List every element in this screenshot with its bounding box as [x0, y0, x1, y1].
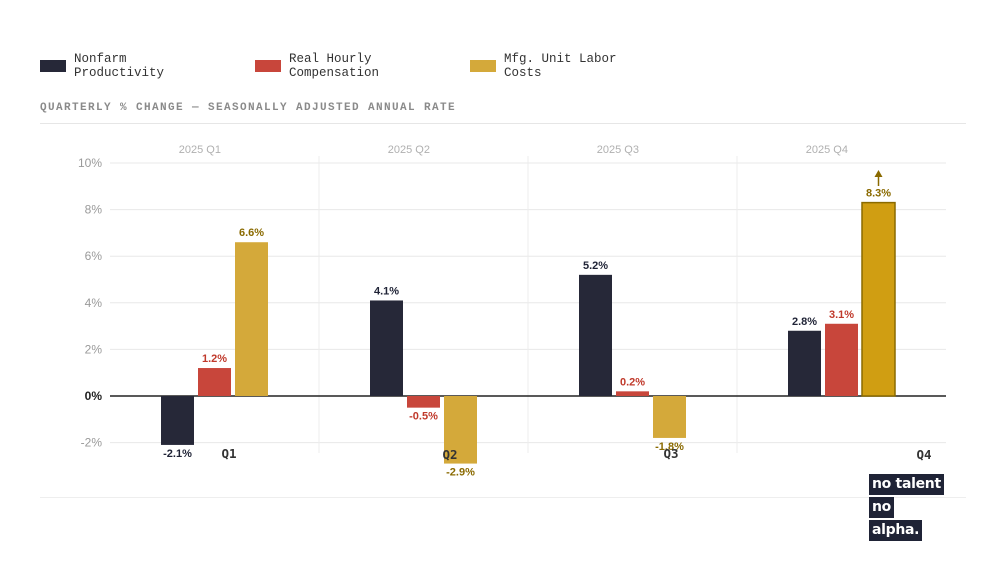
- period-label: 2025 Q1: [179, 144, 221, 156]
- bar: [579, 274, 612, 396]
- legend-swatch-labor-costs: [470, 60, 496, 72]
- bar: [861, 201, 896, 397]
- y-tick-label: 6%: [85, 249, 103, 263]
- data-label: 3.1%: [829, 309, 854, 321]
- data-label: -2.9%: [446, 467, 475, 479]
- y-tick-label: -2%: [81, 436, 103, 450]
- bar: [444, 396, 477, 464]
- data-label: 6.6%: [239, 227, 264, 239]
- data-label: -2.1%: [163, 448, 192, 460]
- logo-line-2: no: [869, 497, 894, 518]
- legend-label-labor-costs: Mfg. Unit Labor Costs: [504, 52, 617, 80]
- legend-item-labor-costs: Mfg. Unit Labor Costs: [470, 52, 685, 80]
- y-tick-label: 8%: [85, 203, 103, 217]
- legend-swatch-productivity: [40, 60, 66, 72]
- category-label: Q1: [221, 446, 236, 461]
- bar: [161, 396, 194, 445]
- data-label: -1.8%: [655, 441, 684, 453]
- legend-item-productivity: Nonfarm Productivity: [40, 52, 255, 80]
- y-tick-label: 0%: [85, 389, 103, 403]
- bar: [370, 300, 403, 396]
- legend-label-compensation: Real Hourly Compensation: [289, 52, 380, 80]
- data-label: 1.2%: [202, 353, 227, 365]
- bar: [825, 323, 858, 396]
- data-label: 2.8%: [792, 316, 817, 328]
- header-divider: [40, 123, 966, 124]
- period-label: 2025 Q2: [388, 144, 430, 156]
- legend-swatch-compensation: [255, 60, 281, 72]
- data-label: 0.2%: [620, 376, 645, 388]
- bar: [235, 242, 268, 396]
- bar: [653, 396, 686, 438]
- footer-divider: [40, 497, 966, 498]
- legend: Nonfarm Productivity Real Hourly Compens…: [40, 52, 685, 80]
- data-label: 4.1%: [374, 285, 399, 297]
- y-tick-label: 4%: [85, 296, 103, 310]
- chart-subtitle: QUARTERLY % CHANGE — SEASONALLY ADJUSTED…: [40, 102, 457, 114]
- data-label: -0.5%: [409, 411, 438, 423]
- bar: [407, 396, 440, 408]
- category-label: Q4: [916, 447, 931, 462]
- data-label: 5.2%: [583, 260, 608, 272]
- y-tick-label: 10%: [78, 156, 102, 170]
- legend-item-compensation: Real Hourly Compensation: [255, 52, 470, 80]
- category-label: Q3: [663, 446, 678, 461]
- legend-label-productivity: Nonfarm Productivity: [74, 52, 165, 80]
- y-tick-label: 2%: [85, 342, 103, 356]
- bar: [788, 330, 821, 396]
- logo-line-1: no talent: [869, 474, 944, 495]
- period-label: 2025 Q4: [806, 144, 848, 156]
- bar: [198, 368, 231, 396]
- data-label: 8.3%: [866, 188, 891, 200]
- highlight-arrowhead: [874, 170, 883, 177]
- category-label: Q2: [442, 447, 457, 462]
- bar: [616, 391, 649, 396]
- period-label: 2025 Q3: [597, 144, 639, 156]
- logo-line-3: alpha.: [869, 520, 923, 541]
- brand-logo: no talent no alpha.: [869, 474, 944, 543]
